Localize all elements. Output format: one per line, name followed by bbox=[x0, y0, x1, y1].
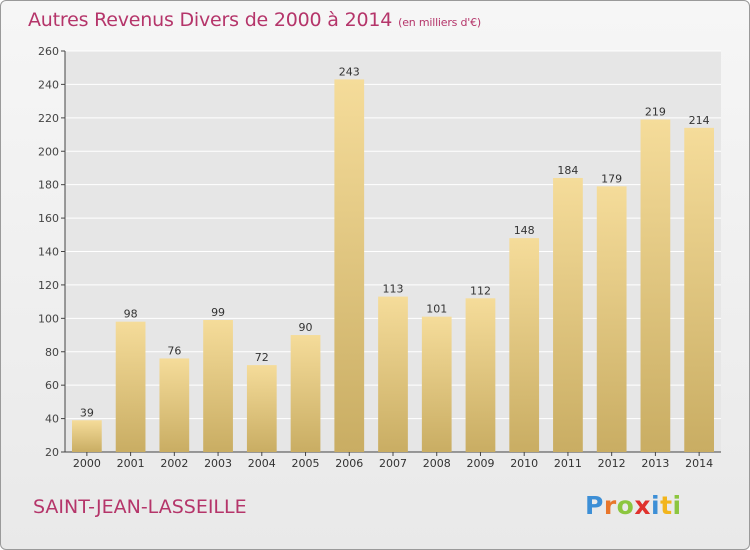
x-tick-label-2000: 2000 bbox=[73, 457, 101, 470]
chart-title-block: Autres Revenus Divers de 2000 à 2014 (en … bbox=[28, 9, 481, 31]
logo-letter: i bbox=[672, 491, 682, 520]
bar-2009 bbox=[465, 298, 496, 452]
x-tick-label-2005: 2005 bbox=[292, 457, 320, 470]
bar-2013 bbox=[640, 119, 671, 453]
bar-2007 bbox=[378, 296, 408, 452]
data-label-2009: 112 bbox=[470, 284, 491, 297]
data-label-2014: 214 bbox=[689, 114, 710, 127]
x-tick-label-2011: 2011 bbox=[554, 457, 582, 470]
x-tick-label-2007: 2007 bbox=[379, 457, 407, 470]
data-label-2007: 113 bbox=[383, 283, 404, 296]
data-label-2005: 90 bbox=[299, 321, 313, 334]
x-tick-label-2013: 2013 bbox=[641, 457, 669, 470]
bar-2014 bbox=[684, 127, 715, 452]
x-tick-label-2001: 2001 bbox=[117, 457, 145, 470]
data-label-2000: 39 bbox=[80, 406, 94, 419]
data-label-2002: 76 bbox=[167, 344, 181, 357]
y-tick-label-120: 120 bbox=[38, 279, 59, 292]
logo-letter: r bbox=[603, 491, 617, 520]
y-tick-label-220: 220 bbox=[38, 112, 59, 125]
x-tick-label-2014: 2014 bbox=[685, 457, 713, 470]
proxiti-logo[interactable]: Proxiti bbox=[585, 491, 682, 520]
data-label-2013: 219 bbox=[645, 106, 666, 119]
x-tick-label-2003: 2003 bbox=[204, 457, 232, 470]
y-tick-label-180: 180 bbox=[38, 179, 59, 192]
y-tick-label-80: 80 bbox=[45, 346, 59, 359]
y-tick-label-160: 160 bbox=[38, 212, 59, 225]
data-label-2011: 184 bbox=[557, 164, 578, 177]
data-label-2001: 98 bbox=[124, 308, 138, 321]
logo-letter: x bbox=[634, 491, 651, 520]
logo-letter: o bbox=[616, 491, 635, 520]
bar-2012 bbox=[596, 186, 627, 452]
logo-letter: i bbox=[651, 491, 661, 520]
x-tick-label-2012: 2012 bbox=[598, 457, 626, 470]
x-tick-label-2002: 2002 bbox=[160, 457, 188, 470]
y-tick-label-100: 100 bbox=[38, 312, 59, 325]
y-tick-label-260: 260 bbox=[38, 45, 59, 58]
data-label-2008: 101 bbox=[426, 303, 447, 316]
bar-2008 bbox=[421, 316, 452, 452]
logo-letter: P bbox=[585, 491, 604, 520]
bar-2004 bbox=[246, 365, 277, 452]
x-tick-label-2009: 2009 bbox=[466, 457, 494, 470]
y-tick-label-60: 60 bbox=[45, 379, 59, 392]
bar-2006 bbox=[334, 79, 365, 452]
bar-2011 bbox=[553, 177, 583, 452]
y-tick-label-200: 200 bbox=[38, 145, 59, 158]
data-label-2006: 243 bbox=[339, 65, 360, 78]
bar-2003 bbox=[203, 320, 233, 452]
y-tick-label-20: 20 bbox=[45, 446, 59, 459]
x-tick-label-2008: 2008 bbox=[423, 457, 451, 470]
y-tick-label-40: 40 bbox=[45, 413, 59, 426]
data-label-2012: 179 bbox=[601, 172, 622, 185]
bar-2010 bbox=[509, 238, 540, 452]
x-tick-label-2006: 2006 bbox=[335, 457, 363, 470]
bar-2002 bbox=[159, 358, 190, 452]
data-label-2010: 148 bbox=[514, 224, 535, 237]
data-label-2004: 72 bbox=[255, 351, 269, 364]
y-tick-label-140: 140 bbox=[38, 246, 59, 259]
logo-letter: t bbox=[660, 491, 673, 520]
data-label-2003: 99 bbox=[211, 306, 225, 319]
bar-2000 bbox=[71, 420, 102, 452]
bar-2005 bbox=[290, 335, 321, 452]
y-tick-label-240: 240 bbox=[38, 78, 59, 91]
chart-subtitle: (en milliers d'€) bbox=[398, 16, 482, 29]
x-tick-label-2010: 2010 bbox=[510, 457, 538, 470]
chart-title: Autres Revenus Divers de 2000 à 2014 bbox=[28, 9, 393, 31]
bar-2001 bbox=[115, 321, 146, 452]
commune-name: SAINT-JEAN-LASSEILLE bbox=[33, 496, 247, 518]
x-tick-label-2004: 2004 bbox=[248, 457, 276, 470]
